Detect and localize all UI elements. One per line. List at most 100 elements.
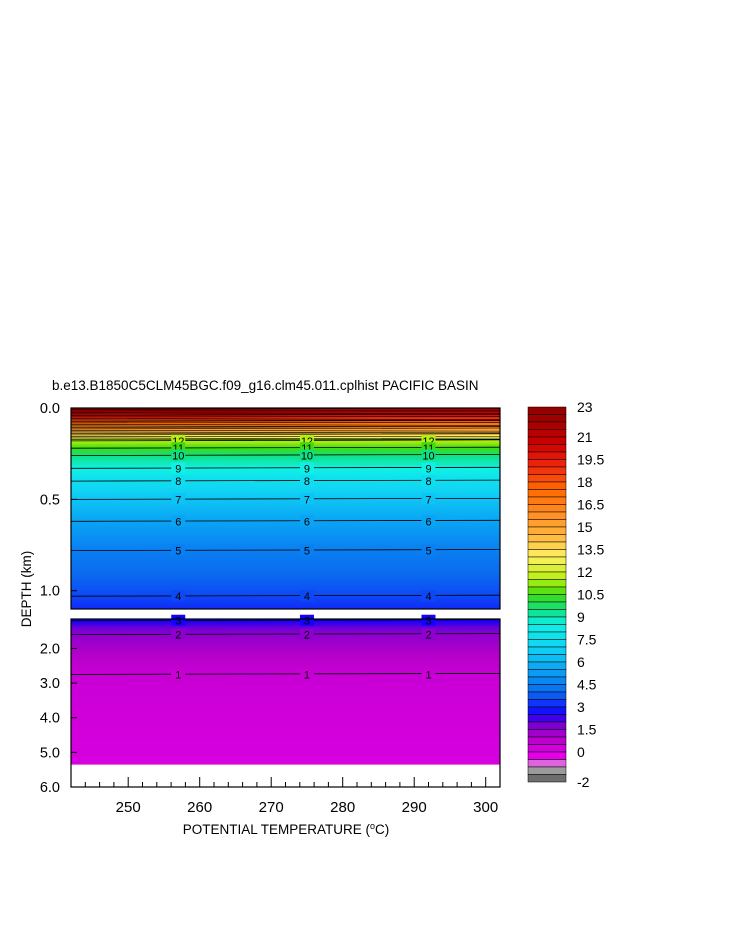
- contour-label: 11: [173, 443, 184, 455]
- fill-band: [71, 653, 500, 656]
- contour-label: 1: [425, 669, 431, 681]
- fill-band: [71, 490, 500, 493]
- fill-band: [71, 436, 500, 439]
- fill-band: [71, 409, 500, 412]
- fill-band: [71, 502, 500, 505]
- contour-label-bg: [171, 434, 186, 446]
- fill-band: [71, 576, 500, 578]
- fill-band: [71, 471, 500, 473]
- fill-band: [71, 484, 500, 487]
- fill-band: [71, 659, 500, 662]
- fill-band: [71, 691, 500, 693]
- colorbar-label: 15: [577, 519, 593, 535]
- contour-line: [70, 431, 501, 434]
- contour-line: [70, 419, 501, 421]
- colorbar-box: [527, 714, 567, 723]
- fill-band: [71, 562, 500, 565]
- fill-band: [71, 543, 500, 545]
- fill-band: [71, 704, 500, 707]
- colorbar-label: 6: [577, 654, 585, 670]
- fill-band: [71, 424, 500, 427]
- fill-band: [71, 620, 500, 623]
- contour-label-bg: [421, 614, 436, 626]
- x-tick-label: 300: [473, 799, 498, 816]
- contour-label: 5: [175, 546, 181, 558]
- contour-label-bg: [171, 475, 186, 487]
- fill-band: [71, 603, 500, 605]
- contour-label: 2: [175, 630, 181, 642]
- x-axis-label-pre: POTENTIAL TEMPERATURE (: [183, 822, 371, 837]
- colorbar-label: 0: [577, 744, 585, 760]
- contour-label-bg: [299, 462, 314, 474]
- fill-band: [71, 746, 500, 749]
- fill-band: [71, 532, 500, 535]
- colorbar-label: 21: [577, 429, 593, 445]
- contour-label-bg: [421, 493, 436, 505]
- fill-band: [71, 743, 500, 746]
- colorbar-box: [527, 706, 567, 715]
- fill-band: [71, 751, 500, 753]
- fill-band: [71, 561, 500, 563]
- contour-label-bg: [421, 590, 436, 602]
- colorbar-label: 19.5: [577, 452, 604, 468]
- y-tick-label: 0.0: [40, 401, 60, 417]
- fill-band: [71, 754, 500, 756]
- upper-panel-frame: [70, 407, 501, 610]
- fill-band: [71, 441, 500, 443]
- fill-band: [71, 468, 500, 470]
- fill-band: [71, 655, 500, 657]
- contour-label: 1: [175, 669, 181, 681]
- fill-band: [71, 594, 500, 596]
- fill-band: [71, 469, 500, 472]
- colorbar-label: 10.5: [577, 587, 604, 603]
- fill-band: [71, 495, 500, 497]
- fill-band: [71, 728, 500, 731]
- colorbar-box: [527, 631, 567, 640]
- y-tick-label: 3.0: [40, 676, 60, 692]
- fill-band: [71, 649, 500, 651]
- colorbar-label: 1.5: [577, 722, 597, 738]
- fill-band: [71, 644, 500, 647]
- fill-band: [71, 430, 500, 433]
- fill-band: [71, 442, 500, 445]
- fill-band: [71, 588, 500, 590]
- fill-band: [71, 558, 500, 560]
- fill-band: [71, 523, 500, 526]
- x-tick-label: 280: [330, 799, 355, 816]
- contour-label-bg: [171, 668, 186, 680]
- x-tick-label: 270: [259, 799, 284, 816]
- x-axis-label-degree: o: [370, 821, 375, 831]
- y-tick-label: 5.0: [40, 745, 60, 761]
- fill-band: [71, 541, 500, 544]
- contour-label-bg: [299, 442, 314, 454]
- fill-band: [71, 749, 500, 752]
- colorbar-box: [527, 744, 567, 753]
- fill-band: [71, 683, 500, 686]
- fill-band: [71, 685, 500, 687]
- fill-band: [71, 550, 500, 553]
- colorbar-box: [527, 541, 567, 550]
- colorbar-box: [527, 774, 567, 783]
- fill-band: [71, 411, 500, 413]
- fill-band: [71, 555, 500, 557]
- fill-band: [71, 574, 500, 577]
- fill-band: [71, 658, 500, 660]
- x-axis-label: POTENTIAL TEMPERATURE (oC): [183, 821, 390, 837]
- fill-band: [71, 752, 500, 755]
- fill-band: [71, 510, 500, 512]
- fill-band: [71, 600, 500, 602]
- colorbar-box: [527, 639, 567, 648]
- fill-band: [71, 706, 500, 708]
- fill-band: [71, 665, 500, 668]
- fill-band: [71, 626, 500, 629]
- colorbar-box: [527, 534, 567, 543]
- fill-band: [71, 739, 500, 741]
- contour-label-bg: [171, 442, 186, 454]
- fill-band: [71, 760, 500, 762]
- fill-band: [71, 507, 500, 509]
- fill-band: [71, 689, 500, 692]
- x-axis-label-post: C): [375, 822, 389, 837]
- colorbar-box: [527, 451, 567, 460]
